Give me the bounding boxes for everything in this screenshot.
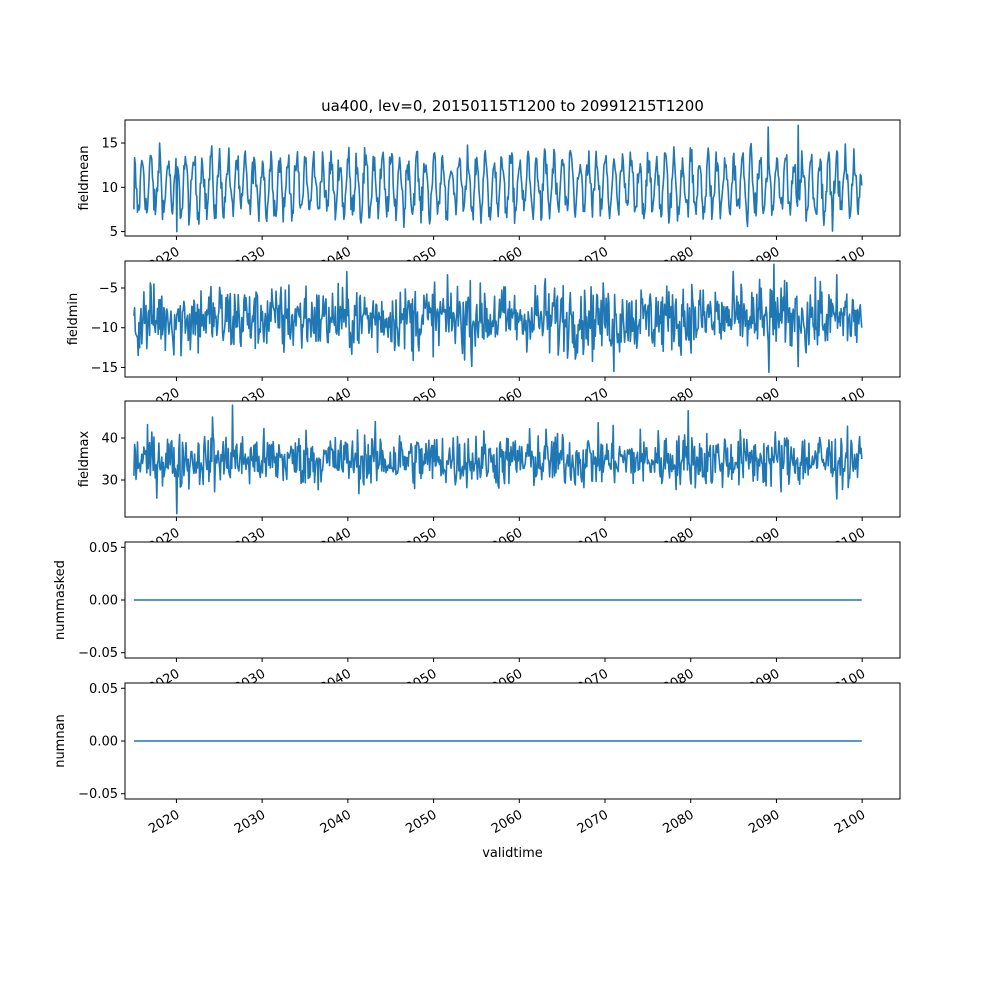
y-tick-label-numnan: 0.00 [89,735,118,750]
y-tick-label-numnan: 0.05 [89,682,118,697]
y-tick-label-fieldmean: 15 [101,137,118,152]
x-axis-label: validtime [482,846,543,861]
axes-frame-fieldmean [124,119,901,237]
y-axis-label-nummasked: nummasked [53,560,68,640]
series-line-fieldmean [133,124,863,233]
series-line-fieldmax [133,404,863,515]
y-tick-label-nummasked: −0.05 [78,646,118,661]
y-tick-label-fieldmax: 30 [101,474,118,489]
axes-frame-fieldmax [124,400,901,518]
y-tick-label-fieldmin: −5 [99,282,118,297]
y-axis-label-fieldmin: fieldmin [66,293,81,346]
chart-title: ua400, lev=0, 20150115T1200 to 20991215T… [321,97,704,115]
y-tick-label-fieldmin: −15 [91,361,118,376]
y-tick-label-fieldmean: 10 [101,181,118,196]
y-tick-label-nummasked: 0.05 [89,541,118,556]
y-tick-label-nummasked: 0.00 [89,594,118,609]
y-axis-label-fieldmean: fieldmean [77,146,92,211]
y-axis-label-numnan: numnan [53,714,68,768]
y-tick-label-fieldmean: 5 [110,225,118,240]
axes-frame-fieldmin [124,260,901,378]
y-axis-label-fieldmax: fieldmax [77,431,92,488]
y-tick-label-numnan: −0.05 [78,787,118,802]
series-line-fieldmin [133,263,863,374]
y-tick-label-fieldmax: 40 [101,431,118,446]
y-tick-label-fieldmin: −10 [91,321,118,336]
